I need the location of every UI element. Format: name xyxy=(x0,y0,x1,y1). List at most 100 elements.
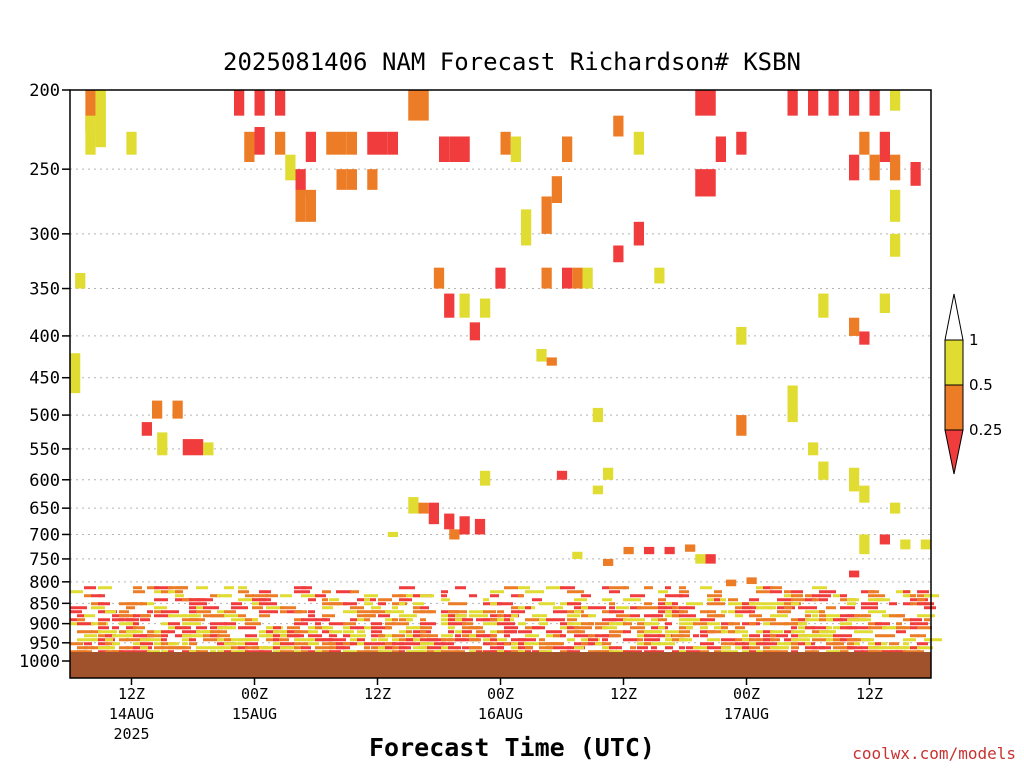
bl-cell xyxy=(84,614,95,618)
bl-cell xyxy=(644,634,661,638)
bl-cell xyxy=(749,598,759,602)
ri-cell xyxy=(808,442,819,456)
bl-cell xyxy=(609,630,625,634)
bl-cell xyxy=(483,650,496,654)
bl-cell xyxy=(259,590,271,594)
bl-cell xyxy=(350,618,357,622)
bl-cell xyxy=(525,634,539,638)
bl-cell xyxy=(210,650,216,654)
ri-cell xyxy=(126,131,137,155)
ri-cell xyxy=(70,353,81,394)
bl-cell xyxy=(322,606,333,610)
bl-cell xyxy=(770,630,783,634)
bl-cell xyxy=(637,646,648,650)
bl-cell xyxy=(182,638,192,642)
bl-cell xyxy=(420,646,433,650)
bl-cell xyxy=(154,614,170,618)
bl-cell xyxy=(791,602,799,606)
bl-cell xyxy=(385,646,394,650)
bl-cell xyxy=(728,610,737,614)
bl-cell xyxy=(364,594,378,598)
ri-cell xyxy=(849,154,860,181)
bl-cell xyxy=(679,630,690,634)
bl-cell xyxy=(581,594,591,598)
ri-cell xyxy=(444,513,455,530)
bl-cell xyxy=(315,618,327,622)
bl-cell xyxy=(623,618,633,622)
bl-cell xyxy=(427,610,436,614)
bl-cell xyxy=(420,606,429,610)
bl-cell xyxy=(308,610,315,614)
bl-cell xyxy=(546,630,562,634)
bl-cell xyxy=(721,626,728,630)
bl-cell xyxy=(392,618,398,622)
bl-cell xyxy=(301,594,318,598)
bl-cell xyxy=(196,646,215,650)
bl-cell xyxy=(847,614,860,618)
bl-cell xyxy=(518,622,526,626)
bl-cell xyxy=(728,622,740,626)
bl-cell xyxy=(777,646,783,650)
bl-cell xyxy=(665,610,678,614)
bl-cell xyxy=(483,598,489,602)
bl-cell xyxy=(539,638,545,642)
bl-cell xyxy=(518,650,530,654)
bl-cell xyxy=(847,638,859,642)
bl-cell xyxy=(126,618,139,622)
bl-cell xyxy=(756,630,765,634)
ri-cell xyxy=(695,169,706,197)
bl-cell xyxy=(231,602,242,606)
bl-cell xyxy=(539,650,552,654)
bl-cell xyxy=(210,630,220,634)
bl-cell xyxy=(224,586,234,590)
bl-cell xyxy=(266,594,278,598)
ri-cell xyxy=(603,467,614,480)
ri-cell xyxy=(474,518,486,535)
bl-cell xyxy=(896,614,905,618)
bl-cell xyxy=(896,650,902,654)
bl-cell xyxy=(770,606,776,610)
bl-cell xyxy=(714,626,725,630)
ri-cell xyxy=(336,131,347,155)
ri-cell xyxy=(695,90,706,116)
ri-cell xyxy=(890,189,901,222)
bl-cell xyxy=(875,598,890,602)
bl-cell xyxy=(189,606,197,610)
bl-cell xyxy=(616,622,627,626)
bl-cell xyxy=(588,650,601,654)
bl-cell xyxy=(504,630,517,634)
bl-cell xyxy=(665,622,672,626)
ri-cell xyxy=(408,497,419,514)
bl-cell xyxy=(658,590,668,594)
bl-cell xyxy=(553,610,567,614)
grid-lines xyxy=(70,89,931,662)
bl-cell xyxy=(406,626,418,630)
ri-cell xyxy=(254,127,265,155)
bl-cell xyxy=(903,602,913,606)
ri-cell xyxy=(510,136,521,162)
bl-cell xyxy=(105,610,116,614)
legend-swatch-025-05 xyxy=(944,384,964,431)
bl-cell xyxy=(378,598,392,602)
bl-cell xyxy=(154,610,163,614)
bl-cell xyxy=(665,646,673,650)
credit-link[interactable]: coolwx.com/models xyxy=(852,744,1016,763)
richardson-cells xyxy=(70,90,931,587)
bl-cell xyxy=(413,610,425,614)
bl-cell xyxy=(581,606,589,610)
bl-cell xyxy=(700,650,709,654)
bl-cell xyxy=(616,646,622,650)
bl-cell xyxy=(308,642,319,646)
bl-cell xyxy=(217,614,225,618)
bl-cell xyxy=(175,590,183,594)
bl-cell xyxy=(896,622,902,626)
ri-cell xyxy=(95,90,106,148)
bl-cell xyxy=(259,614,270,618)
bl-cell xyxy=(245,638,259,642)
ri-cell xyxy=(152,400,163,419)
ri-cell xyxy=(746,577,757,585)
ri-cell xyxy=(193,439,204,456)
bl-cell xyxy=(315,626,328,630)
bl-cell xyxy=(70,618,77,622)
bl-cell xyxy=(196,586,208,590)
